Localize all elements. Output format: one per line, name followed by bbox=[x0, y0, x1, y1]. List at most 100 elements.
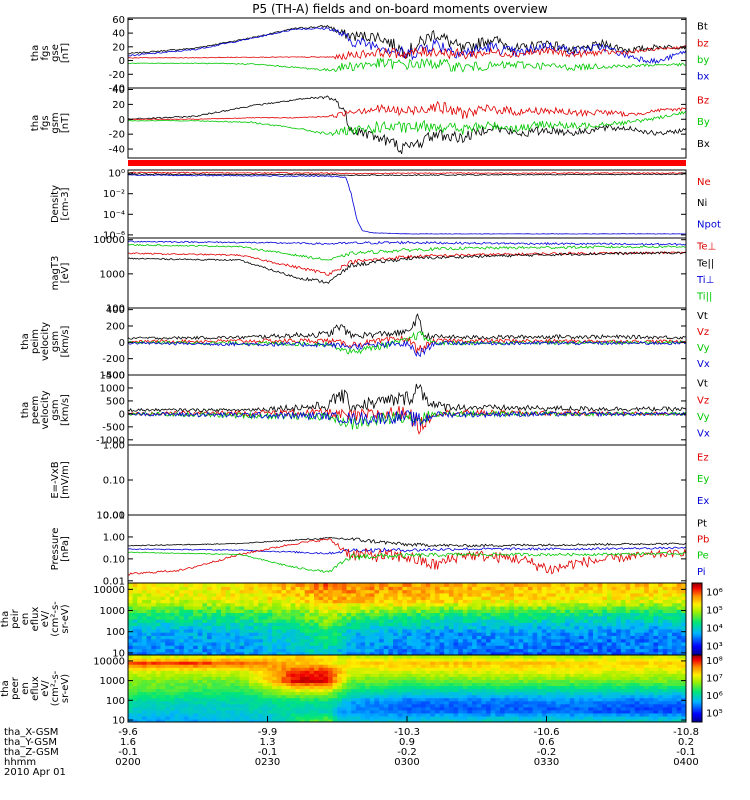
heatmap-cell bbox=[546, 661, 552, 665]
heatmap-cell bbox=[486, 682, 492, 687]
heatmap-cell bbox=[453, 586, 459, 591]
heatmap-cell bbox=[574, 635, 580, 640]
heatmap-cell bbox=[183, 700, 190, 705]
heatmap-cell bbox=[439, 676, 445, 680]
heatmap-cell bbox=[174, 691, 180, 696]
heatmap-cell bbox=[211, 638, 217, 643]
heatmap-cell bbox=[518, 605, 524, 610]
heatmap-cell bbox=[262, 651, 269, 655]
heatmap-cell bbox=[304, 612, 310, 617]
heatmap-cell bbox=[374, 638, 380, 643]
heatmap-cell bbox=[183, 679, 190, 684]
heatmap-cell bbox=[290, 715, 296, 720]
heatmap-cell bbox=[155, 632, 162, 636]
colorbar-cell bbox=[692, 633, 702, 636]
heatmap-cell bbox=[272, 592, 278, 597]
heatmap-cell bbox=[355, 619, 362, 623]
heatmap-cell bbox=[486, 592, 492, 597]
heatmap-cell bbox=[625, 609, 631, 614]
heatmap-cell bbox=[462, 583, 469, 587]
heatmap-cell bbox=[476, 638, 482, 643]
series-temperature-0 bbox=[128, 240, 686, 247]
heatmap-cell bbox=[379, 706, 385, 711]
heatmap-cell bbox=[411, 718, 417, 722]
heatmap-cell bbox=[327, 685, 334, 690]
heatmap-cell bbox=[625, 615, 631, 620]
heatmap-cell bbox=[160, 715, 166, 720]
heatmap-cell bbox=[588, 622, 594, 627]
heatmap-cell bbox=[314, 703, 320, 708]
heatmap-cell bbox=[579, 651, 585, 655]
heatmap-cell bbox=[658, 605, 664, 610]
heatmap-cell bbox=[402, 703, 408, 708]
heatmap-cell bbox=[676, 638, 682, 643]
heatmap-cell bbox=[300, 667, 306, 671]
heatmap-cell bbox=[258, 700, 264, 705]
heatmap-cell bbox=[276, 688, 283, 693]
heatmap-cell bbox=[207, 718, 213, 722]
heatmap-cell bbox=[611, 632, 617, 636]
heatmap-cell bbox=[286, 694, 292, 699]
heatmap-cell bbox=[165, 592, 171, 597]
heatmap-cell bbox=[221, 628, 227, 633]
heatmap-cell bbox=[383, 602, 389, 607]
heatmap-cell bbox=[309, 667, 315, 671]
heatmap-cell bbox=[481, 632, 487, 636]
heatmap-cell bbox=[179, 612, 185, 617]
heatmap-cell bbox=[504, 583, 510, 587]
heatmap-cell bbox=[360, 648, 366, 653]
heatmap-cell bbox=[420, 691, 427, 696]
heatmap-cell bbox=[611, 619, 617, 623]
heatmap-cell bbox=[253, 635, 259, 640]
heatmap-cell bbox=[128, 615, 134, 620]
heatmap-cell bbox=[337, 635, 343, 640]
heatmap-cell bbox=[402, 697, 408, 702]
heatmap-cell bbox=[430, 697, 436, 702]
heatmap-cell bbox=[546, 586, 552, 591]
heatmap-cell bbox=[337, 700, 343, 705]
heatmap-cell bbox=[574, 615, 580, 620]
heatmap-cell bbox=[420, 694, 427, 699]
heatmap-cell bbox=[290, 615, 296, 620]
heatmap-cell bbox=[402, 599, 408, 604]
heatmap-cell bbox=[141, 583, 148, 587]
heatmap-cell bbox=[439, 709, 445, 714]
heatmap-cell bbox=[527, 670, 534, 674]
heatmap-cell bbox=[290, 612, 296, 617]
heatmap-cell bbox=[434, 703, 441, 708]
heatmap-cell bbox=[416, 679, 422, 684]
legend-label: Vy bbox=[697, 412, 710, 423]
heatmap-cell bbox=[504, 619, 510, 623]
heatmap-cell bbox=[230, 673, 236, 677]
heatmap-cell bbox=[169, 641, 176, 646]
heatmap-cell bbox=[179, 700, 185, 705]
y-tick-label: 100 bbox=[106, 304, 125, 315]
heatmap-cell bbox=[151, 599, 157, 604]
heatmap-cell bbox=[276, 635, 283, 640]
heatmap-cell bbox=[281, 718, 287, 722]
heatmap-cell bbox=[188, 592, 194, 597]
heatmap-cell bbox=[397, 712, 403, 717]
heatmap-cell bbox=[481, 658, 487, 662]
heatmap-cell bbox=[341, 625, 348, 630]
heatmap-cell bbox=[523, 688, 529, 693]
heatmap-cell bbox=[500, 688, 506, 693]
heatmap-cell bbox=[160, 718, 166, 722]
heatmap-cell bbox=[662, 622, 668, 627]
heatmap-cell bbox=[346, 667, 352, 671]
heatmap-cell bbox=[393, 697, 399, 702]
heatmap-cell bbox=[234, 718, 241, 722]
heatmap-cell bbox=[262, 622, 269, 627]
heatmap-cell bbox=[616, 589, 622, 594]
heatmap-cell bbox=[318, 718, 324, 722]
heatmap-cell bbox=[379, 583, 385, 587]
heatmap-cell bbox=[262, 596, 269, 600]
heatmap-cell bbox=[518, 589, 524, 594]
heatmap-cell bbox=[518, 658, 524, 662]
heatmap-cell bbox=[193, 596, 199, 600]
heatmap-cell bbox=[155, 673, 162, 677]
heatmap-cell bbox=[606, 648, 613, 653]
heatmap-cell bbox=[504, 667, 510, 671]
heatmap-cell bbox=[639, 651, 645, 655]
heatmap-cell bbox=[225, 645, 231, 650]
